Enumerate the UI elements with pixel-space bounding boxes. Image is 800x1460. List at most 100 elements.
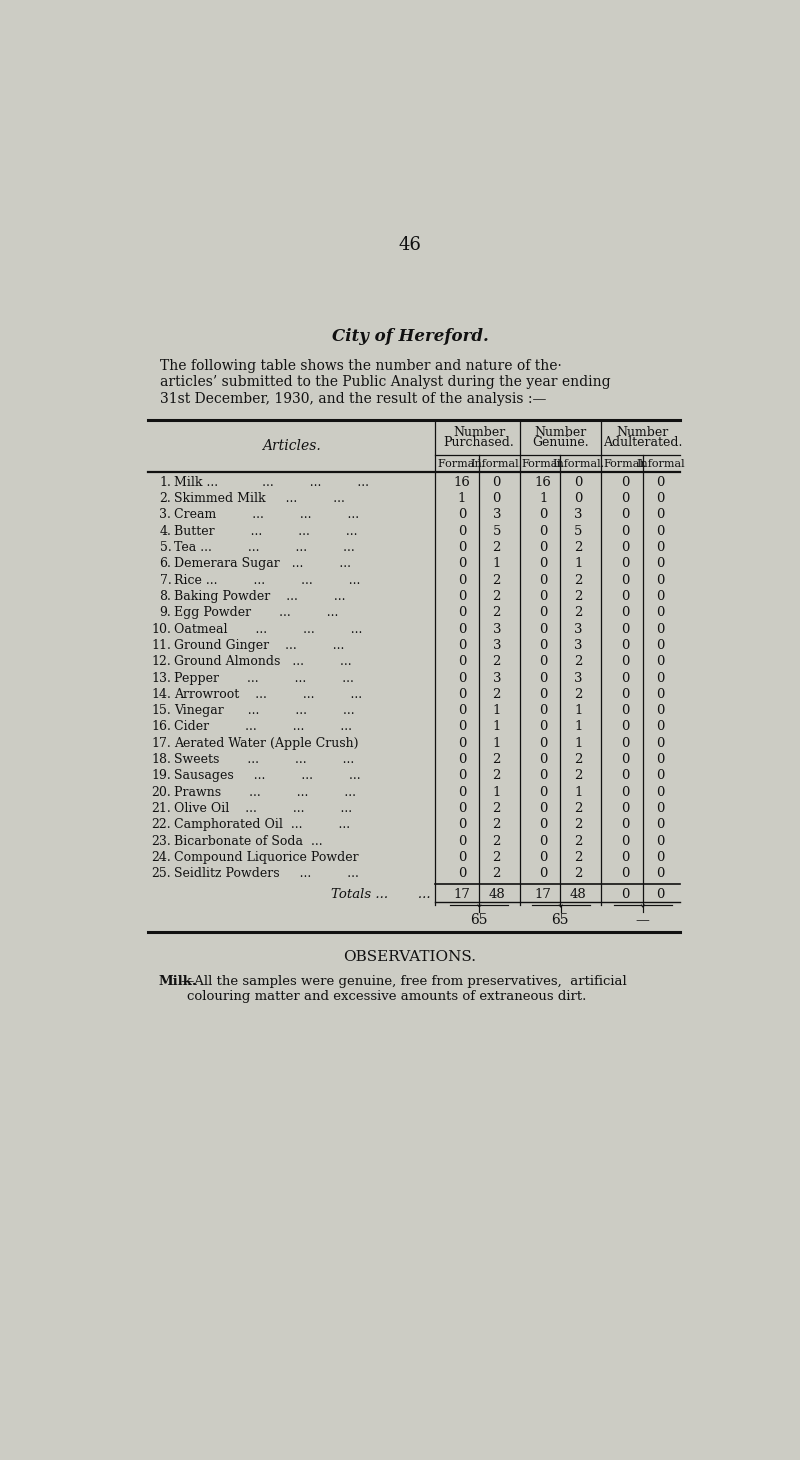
Text: 22.: 22. (152, 819, 171, 831)
Text: 0: 0 (539, 558, 547, 571)
Text: 15.: 15. (151, 704, 171, 717)
Text: 0: 0 (539, 720, 547, 733)
Text: 10.: 10. (151, 622, 171, 635)
Text: Articles.: Articles. (262, 439, 321, 453)
Text: 16: 16 (535, 476, 552, 489)
Text: 7.: 7. (159, 574, 171, 587)
Text: 5: 5 (493, 524, 501, 537)
Text: Totals ...       ...: Totals ... ... (330, 888, 430, 901)
Text: 1.: 1. (159, 476, 171, 489)
Text: Bicarbonate of Soda  ...: Bicarbonate of Soda ... (174, 835, 323, 848)
Text: 0: 0 (539, 622, 547, 635)
Text: 5.: 5. (159, 540, 171, 553)
Text: Forma l.: Forma l. (438, 458, 486, 469)
Text: City of Hereford.: City of Hereford. (332, 328, 488, 346)
Text: 0: 0 (539, 606, 547, 619)
Text: 0: 0 (458, 835, 466, 848)
Text: 46: 46 (398, 235, 422, 254)
Text: 2: 2 (493, 819, 501, 831)
Text: Cream         ...         ...         ...: Cream ... ... ... (174, 508, 359, 521)
Text: 0: 0 (458, 574, 466, 587)
Text: 0: 0 (656, 769, 665, 783)
Text: 0: 0 (539, 540, 547, 553)
Text: Tea ...         ...         ...         ...: Tea ... ... ... ... (174, 540, 355, 553)
Text: Pepper       ...         ...         ...: Pepper ... ... ... (174, 672, 354, 685)
Text: 2: 2 (493, 656, 501, 669)
Text: 0: 0 (656, 720, 665, 733)
Text: 0: 0 (539, 656, 547, 669)
Text: 16: 16 (454, 476, 470, 489)
Text: 2: 2 (574, 802, 582, 815)
Text: 0: 0 (622, 574, 630, 587)
Text: —: — (635, 912, 650, 927)
Text: 0: 0 (458, 819, 466, 831)
Text: Ground Ginger    ...         ...: Ground Ginger ... ... (174, 639, 345, 651)
Text: Arrowroot    ...         ...         ...: Arrowroot ... ... ... (174, 688, 362, 701)
Text: 2: 2 (493, 540, 501, 553)
Text: 6.: 6. (159, 558, 171, 571)
Text: 0: 0 (622, 851, 630, 864)
Text: 0: 0 (622, 672, 630, 685)
Text: Genuine.: Genuine. (532, 437, 589, 450)
Text: 0: 0 (656, 476, 665, 489)
Text: 0: 0 (622, 558, 630, 571)
Text: Informal.: Informal. (552, 458, 604, 469)
Text: 2: 2 (493, 574, 501, 587)
Text: 0: 0 (458, 622, 466, 635)
Text: 0: 0 (656, 574, 665, 587)
Text: 2: 2 (493, 835, 501, 848)
Text: 0: 0 (656, 639, 665, 651)
Text: 0: 0 (539, 785, 547, 799)
Text: 12.: 12. (151, 656, 171, 669)
Text: Milk ...           ...         ...         ...: Milk ... ... ... ... (174, 476, 370, 489)
Text: 0: 0 (656, 704, 665, 717)
Text: The following table shows the number and nature of the·: The following table shows the number and… (161, 359, 562, 374)
Text: 0: 0 (656, 867, 665, 880)
Text: 25.: 25. (152, 867, 171, 880)
Text: 2: 2 (574, 540, 582, 553)
Text: 0: 0 (539, 639, 547, 651)
Text: Number: Number (616, 426, 669, 439)
Text: Cider         ...         ...         ...: Cider ... ... ... (174, 720, 352, 733)
Text: Oatmeal       ...         ...         ...: Oatmeal ... ... ... (174, 622, 362, 635)
Text: 0: 0 (656, 888, 665, 901)
Text: —All the samples were genuine, free from preservatives,  artificial: —All the samples were genuine, free from… (181, 975, 626, 988)
Text: 3: 3 (574, 672, 582, 685)
Text: Demerara Sugar   ...         ...: Demerara Sugar ... ... (174, 558, 351, 571)
Text: 8.: 8. (159, 590, 171, 603)
Text: 0: 0 (656, 524, 665, 537)
Text: 0: 0 (656, 802, 665, 815)
Text: 2: 2 (493, 851, 501, 864)
Text: Informal: Informal (636, 458, 685, 469)
Text: 0: 0 (656, 737, 665, 750)
Text: 3: 3 (493, 622, 501, 635)
Text: 11.: 11. (151, 639, 171, 651)
Text: 3: 3 (574, 639, 582, 651)
Text: Milk.: Milk. (159, 975, 198, 988)
Text: 0: 0 (622, 524, 630, 537)
Text: 13.: 13. (151, 672, 171, 685)
Text: 0: 0 (622, 737, 630, 750)
Text: 0: 0 (656, 558, 665, 571)
Text: 0: 0 (622, 622, 630, 635)
Text: 1: 1 (574, 720, 582, 733)
Text: 2: 2 (574, 835, 582, 848)
Text: 0: 0 (574, 476, 582, 489)
Text: 0: 0 (539, 574, 547, 587)
Text: 2: 2 (574, 688, 582, 701)
Text: 0: 0 (656, 672, 665, 685)
Text: 1: 1 (574, 558, 582, 571)
Text: 1: 1 (493, 720, 501, 733)
Text: 0: 0 (458, 590, 466, 603)
Text: 0: 0 (622, 753, 630, 766)
Text: 48: 48 (570, 888, 586, 901)
Text: 2.: 2. (159, 492, 171, 505)
Text: 2: 2 (574, 574, 582, 587)
Text: 17: 17 (535, 888, 552, 901)
Text: 0: 0 (458, 851, 466, 864)
Text: Number: Number (534, 426, 586, 439)
Text: 3: 3 (493, 508, 501, 521)
Text: 0: 0 (458, 540, 466, 553)
Text: 1: 1 (574, 737, 582, 750)
Text: Olive Oil    ...         ...         ...: Olive Oil ... ... ... (174, 802, 353, 815)
